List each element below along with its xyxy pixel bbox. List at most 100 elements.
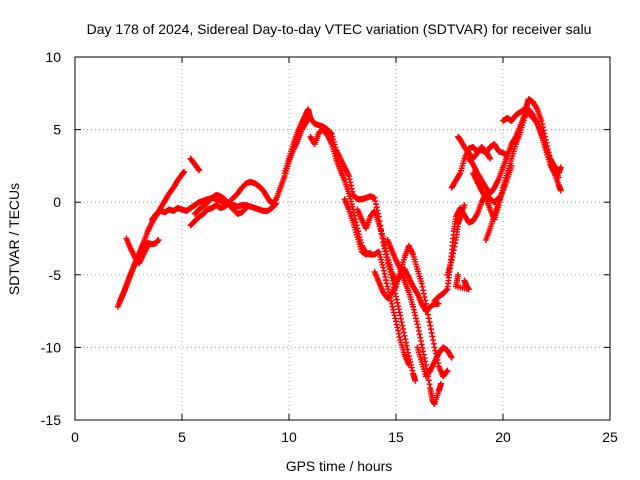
series-track-m	[384, 236, 444, 408]
series-track-u	[482, 162, 515, 243]
data-point	[420, 348, 427, 355]
data-point	[422, 300, 429, 307]
series-track-v	[500, 106, 564, 177]
data-point	[393, 293, 399, 300]
y-tick-label: 10	[45, 49, 61, 65]
x-tick-label: 25	[602, 429, 618, 445]
data-point	[367, 250, 374, 257]
chart-title: Day 178 of 2024, Sidereal Day-to-day VTE…	[87, 21, 592, 37]
data-point	[410, 306, 417, 313]
data-point	[430, 340, 437, 347]
data-point	[473, 212, 480, 219]
data-point	[486, 154, 493, 161]
data-point	[431, 344, 438, 351]
series-track-n	[414, 344, 455, 380]
x-tick-label: 15	[388, 429, 404, 445]
data-point	[426, 318, 433, 325]
data-point	[418, 341, 425, 348]
plot-frame	[74, 56, 611, 421]
series-track-h	[281, 106, 419, 384]
data-point	[427, 326, 434, 333]
data-point	[399, 322, 406, 329]
y-tick-label: -5	[49, 267, 62, 283]
data-point	[380, 235, 387, 242]
data-point	[533, 105, 540, 112]
data-point	[452, 240, 459, 247]
data-point	[413, 318, 420, 325]
data-point	[422, 297, 429, 304]
data-point	[373, 204, 380, 211]
data-point	[429, 333, 436, 340]
data-point	[432, 347, 439, 354]
data-point	[456, 171, 463, 178]
data-point	[383, 280, 390, 287]
data-point	[390, 306, 397, 313]
data-point	[401, 332, 408, 339]
data-point	[181, 168, 188, 175]
data-point	[409, 367, 416, 374]
data-point	[242, 205, 249, 212]
data-point	[397, 315, 404, 322]
y-tick-label: 5	[53, 122, 61, 138]
x-tick-label: 10	[281, 429, 297, 445]
data-point	[392, 315, 399, 322]
data-point	[424, 308, 431, 315]
data-point	[398, 319, 405, 326]
data-point	[195, 166, 202, 173]
data-point	[414, 321, 421, 328]
data-point	[415, 324, 422, 331]
series-track-l	[371, 242, 451, 380]
data-point	[405, 361, 412, 368]
data-point	[435, 300, 442, 307]
data-point	[417, 338, 424, 345]
x-tick-label: 5	[178, 429, 186, 445]
data-point	[408, 364, 415, 371]
data-point	[373, 201, 380, 208]
series-track-f	[187, 155, 203, 174]
data-point	[428, 329, 435, 336]
data-point	[447, 353, 454, 360]
data-point	[348, 182, 355, 189]
data-point	[381, 270, 388, 277]
axis-ticks	[74, 56, 611, 421]
data-point	[461, 202, 468, 209]
data-point	[380, 264, 387, 271]
data-point	[455, 271, 462, 278]
x-tick-label: 0	[71, 429, 79, 445]
data-point	[392, 284, 399, 291]
series-track-w	[452, 271, 472, 293]
data-point	[421, 355, 428, 362]
data-point	[450, 247, 457, 254]
data-point	[388, 300, 395, 307]
data-point	[412, 312, 419, 319]
data-point	[425, 377, 432, 384]
data-point	[418, 280, 425, 287]
x-tick-labels: 0 5 10 15 20 25	[71, 429, 618, 445]
data-point	[372, 197, 379, 204]
series-track-b	[116, 236, 162, 304]
data-point	[380, 267, 387, 274]
data-point	[394, 324, 401, 331]
data-point	[400, 326, 407, 333]
data-point	[425, 311, 432, 318]
data-point	[371, 194, 378, 201]
data-point	[420, 290, 427, 297]
series-track-j	[341, 196, 374, 258]
data-point	[383, 277, 390, 284]
data-point	[383, 251, 390, 258]
data-point	[508, 162, 515, 169]
data-point	[396, 333, 403, 340]
data-point	[382, 244, 389, 251]
data-point	[416, 331, 423, 338]
data-point	[393, 296, 400, 303]
y-axis-label: SDTVAR / TECUs	[6, 183, 22, 295]
data-point	[411, 309, 418, 316]
data-point	[412, 315, 419, 322]
data-point	[395, 327, 402, 334]
data-point	[345, 173, 352, 180]
series-track-g	[191, 191, 250, 217]
data-point	[419, 283, 426, 290]
y-tick-label: 0	[53, 194, 61, 210]
data-point	[391, 312, 398, 319]
